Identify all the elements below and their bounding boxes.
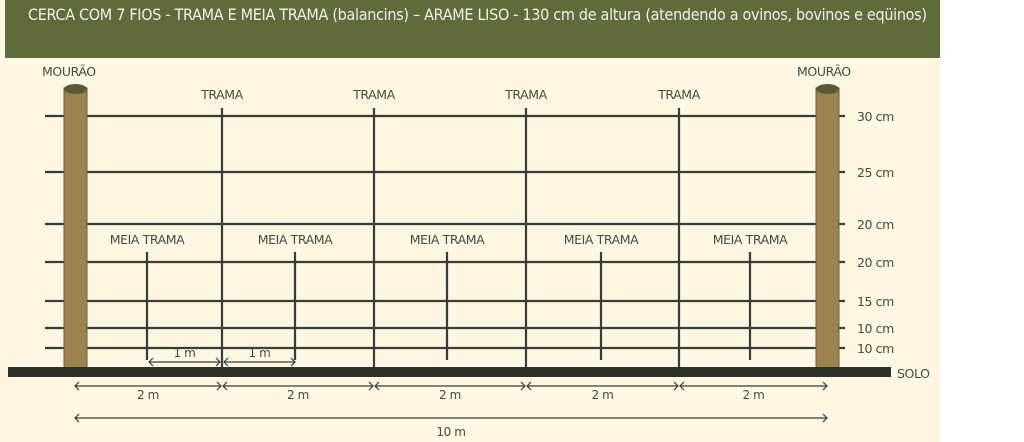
trama-label: TRAMA (352, 87, 396, 102)
meia-trama-label: MEIA TRAMA (410, 232, 485, 247)
arrow-left-icon (222, 381, 228, 391)
arrow-right-icon (215, 357, 221, 367)
arrow-right-icon (673, 381, 679, 391)
arrow-left-icon (223, 357, 229, 367)
trama-label: TRAMA (657, 87, 701, 102)
dimension-label: 1 m (249, 346, 271, 360)
wire-spacing-label: 10 cm (857, 341, 894, 356)
dimension-label: 2 m (137, 388, 159, 402)
arrow-right-icon (520, 381, 526, 391)
arrow-right-icon (368, 381, 374, 391)
dimension-label: 2 m (743, 388, 765, 402)
meia-trama-label: MEIA TRAMA (258, 232, 333, 247)
arrow-left-icon (526, 381, 532, 391)
arrow-right-icon (290, 357, 296, 367)
post-top (64, 84, 87, 94)
diagram-title: CERCA COM 7 FIOS - TRAMA E MEIA TRAMA (b… (5, 0, 940, 58)
trama-label: TRAMA (504, 87, 548, 102)
wire-spacing-label: 25 cm (857, 165, 894, 180)
ground-label: SOLO (897, 366, 930, 381)
ground-bar (8, 367, 891, 377)
post-left-label: MOURÃO (42, 64, 96, 79)
arrow-left-icon (74, 413, 80, 423)
dimension-label: 2 m (287, 388, 309, 402)
wire-spacing-label: 20 cm (857, 217, 894, 232)
post (63, 87, 88, 371)
arrow-right-icon (822, 413, 828, 423)
dimension-label: 2 m (439, 388, 461, 402)
post (815, 87, 840, 371)
trama-label: TRAMA (200, 87, 244, 102)
meia-trama-label: MEIA TRAMA (564, 232, 639, 247)
wire-spacing-label: 20 cm (857, 255, 894, 270)
post-top (816, 84, 839, 94)
arrow-right-icon (216, 381, 222, 391)
arrow-left-icon (679, 381, 685, 391)
wire-spacing-label: 15 cm (857, 294, 894, 309)
dimension-label: 2 m (592, 388, 614, 402)
wire-spacing-label: 30 cm (857, 109, 894, 124)
arrow-left-icon (148, 357, 154, 367)
arrow-right-icon (822, 381, 828, 391)
meia-trama-label: MEIA TRAMA (713, 232, 788, 247)
meia-trama-label: MEIA TRAMA (110, 232, 185, 247)
arrow-left-icon (74, 381, 80, 391)
post-right-label: MOURÃO (797, 64, 851, 79)
dimension-label: 10 m (436, 425, 465, 439)
wire-spacing-label: 10 cm (857, 321, 894, 336)
arrow-left-icon (374, 381, 380, 391)
dimension-label: 1 m (174, 346, 196, 360)
